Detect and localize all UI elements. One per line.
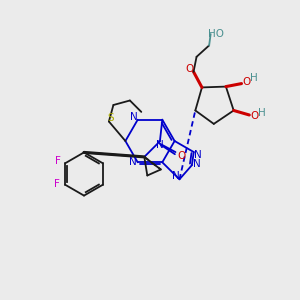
Text: H: H xyxy=(258,108,266,118)
Text: N: N xyxy=(129,157,137,167)
Text: O: O xyxy=(250,112,259,122)
Text: O: O xyxy=(186,64,194,74)
Text: HO: HO xyxy=(208,29,224,39)
Text: N: N xyxy=(156,140,164,150)
Text: H: H xyxy=(250,73,258,83)
Text: S: S xyxy=(107,113,114,123)
Text: N: N xyxy=(194,150,202,160)
Text: N: N xyxy=(130,112,138,122)
Text: N: N xyxy=(172,171,180,181)
Text: N: N xyxy=(193,159,200,169)
Text: O: O xyxy=(242,77,251,87)
Text: F: F xyxy=(54,179,60,189)
Text: O: O xyxy=(177,151,186,161)
Text: F: F xyxy=(55,156,61,166)
